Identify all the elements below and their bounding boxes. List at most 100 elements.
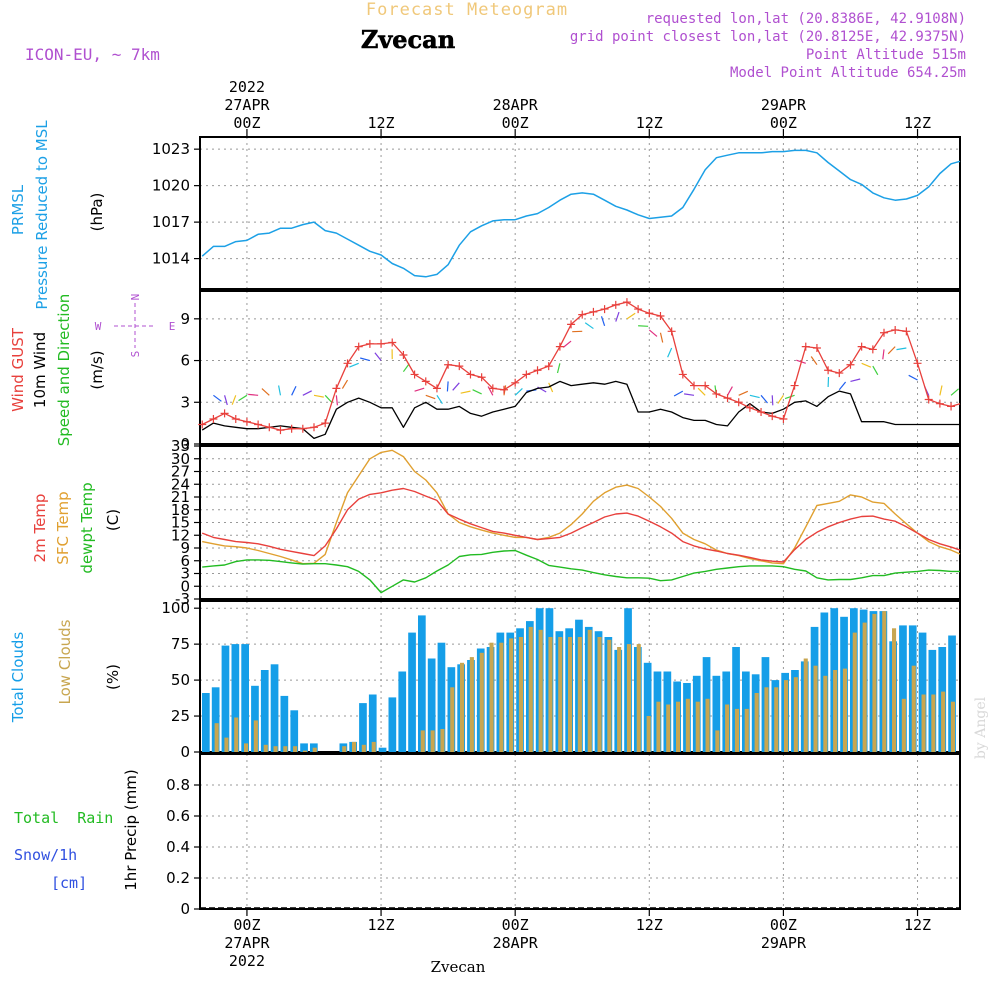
requested-coords: requested lon,lat (20.8386E, 42.9108N) bbox=[646, 11, 966, 27]
gust-marker bbox=[723, 394, 732, 403]
top-date-label: 28APR bbox=[493, 96, 539, 114]
snow-label: Snow/1h bbox=[14, 846, 77, 864]
gust-marker bbox=[868, 345, 877, 354]
wind-arrow bbox=[727, 386, 733, 396]
pressure-ytick-label: 1023 bbox=[152, 140, 190, 158]
bottom-time-label: 12Z bbox=[368, 916, 395, 934]
wind-arrow bbox=[349, 362, 359, 368]
total-cloud-bar bbox=[427, 658, 436, 752]
clouds-ytick-label: 100 bbox=[161, 599, 190, 617]
dewpt-label: dewpt Temp bbox=[78, 482, 96, 573]
clouds-unit: (%) bbox=[104, 664, 122, 690]
gust-marker bbox=[935, 399, 944, 408]
pressure-unit: (hPa) bbox=[88, 193, 106, 232]
wind-arrow bbox=[838, 381, 847, 391]
gust-marker bbox=[220, 409, 229, 418]
low-cloud-bar bbox=[371, 741, 376, 752]
sfc-label: SFC Temp bbox=[54, 491, 72, 564]
gust-marker bbox=[891, 325, 900, 334]
top-time-label: 12Z bbox=[636, 114, 663, 132]
wind-arrow bbox=[784, 394, 795, 400]
gust-marker bbox=[779, 414, 788, 423]
total-cloud-bar bbox=[643, 662, 652, 752]
total-cloud-bar bbox=[280, 695, 289, 752]
sfc-temp-line bbox=[202, 449, 961, 565]
clouds-ytick-label: 25 bbox=[171, 707, 190, 725]
temp-ytick-label: -3 bbox=[175, 590, 190, 608]
gust-line bbox=[201, 301, 961, 431]
low-cloud-bar bbox=[509, 638, 514, 752]
total-cloud-bar bbox=[231, 644, 240, 752]
gust-marker bbox=[466, 370, 475, 379]
total-cloud-bar bbox=[300, 743, 308, 752]
gust-marker bbox=[701, 381, 710, 390]
total-cloud-bar bbox=[408, 632, 416, 752]
gust-marker bbox=[902, 327, 911, 336]
total-clouds-label: Total Clouds bbox=[9, 632, 27, 724]
wind-arrow bbox=[446, 381, 449, 392]
top-time-label: 00Z bbox=[502, 114, 529, 132]
low-cloud-bar bbox=[597, 637, 602, 752]
total-cloud-bar bbox=[359, 703, 367, 752]
low-cloud-bar bbox=[302, 750, 307, 752]
total-cloud-bar bbox=[918, 632, 927, 752]
gust-marker bbox=[265, 423, 274, 432]
wind-arrow bbox=[460, 390, 471, 394]
temp-ytick-label: 30 bbox=[171, 450, 190, 468]
gust-marker bbox=[544, 362, 553, 371]
wind-arrow bbox=[425, 394, 436, 400]
rain-label: Total Rain bbox=[14, 809, 113, 827]
low-cloud-bar bbox=[440, 729, 445, 752]
wind-dir-label: Speed and Direction bbox=[55, 294, 73, 447]
pressure-panel: 1014 1017 1020 1023 bbox=[152, 136, 961, 290]
low-cloud-bar bbox=[862, 622, 867, 752]
compass: N S W E bbox=[95, 294, 176, 358]
compass-n: N bbox=[129, 294, 142, 301]
gust-marker bbox=[589, 307, 598, 316]
pressure-label-2: Pressure Reduced to MSL bbox=[33, 120, 51, 310]
total-cloud-bar bbox=[948, 635, 956, 752]
bottom-time-label: 00Z bbox=[233, 916, 260, 934]
gust-marker bbox=[198, 420, 207, 429]
gust-marker bbox=[377, 339, 386, 348]
wind-arrow bbox=[648, 329, 658, 337]
temp-ytick-label: 15 bbox=[171, 514, 190, 532]
total-cloud-bar bbox=[290, 710, 299, 752]
bottom-date-label: 27APR bbox=[224, 934, 270, 952]
bottom-time-label: 12Z bbox=[636, 916, 663, 934]
wind-arrow bbox=[360, 357, 371, 362]
total-cloud-bar bbox=[732, 647, 740, 752]
temp-ytick-label: 33 bbox=[171, 437, 190, 455]
gust-marker bbox=[790, 381, 799, 390]
low-cloud-bar bbox=[882, 611, 887, 752]
total-cloud-bar bbox=[712, 675, 721, 752]
location-title: Zvecan bbox=[361, 25, 455, 54]
gust-marker bbox=[768, 412, 777, 421]
low-cloud-bar bbox=[577, 637, 582, 752]
temp-ytick-label: 6 bbox=[180, 552, 190, 570]
top-time-label: 12Z bbox=[904, 114, 931, 132]
wind-arrow bbox=[673, 390, 684, 397]
low-cloud-bar bbox=[352, 741, 357, 752]
pressure-ytick-label: 1020 bbox=[152, 177, 190, 195]
low-cloud-bar bbox=[725, 704, 730, 752]
product-title: Forecast Meteogram bbox=[366, 0, 568, 20]
top-year-label: 2022 bbox=[229, 78, 265, 96]
gust-marker bbox=[611, 300, 620, 309]
gust-marker bbox=[678, 370, 687, 379]
low-cloud-bar bbox=[253, 720, 258, 752]
low-cloud-bar bbox=[676, 701, 681, 752]
wind-arrow bbox=[667, 347, 673, 358]
model-label: ICON-EU, ~ 7km bbox=[25, 45, 160, 64]
low-cloud-bar bbox=[224, 737, 229, 752]
gust-marker bbox=[444, 360, 453, 369]
low-cloud-bar bbox=[646, 716, 651, 752]
gust-marker bbox=[477, 373, 486, 382]
low-cloud-bar bbox=[342, 746, 347, 752]
wind-arrow bbox=[335, 395, 338, 406]
low-cloud-bar bbox=[744, 708, 749, 752]
gust-marker bbox=[421, 377, 430, 386]
gust-marker bbox=[332, 384, 341, 393]
